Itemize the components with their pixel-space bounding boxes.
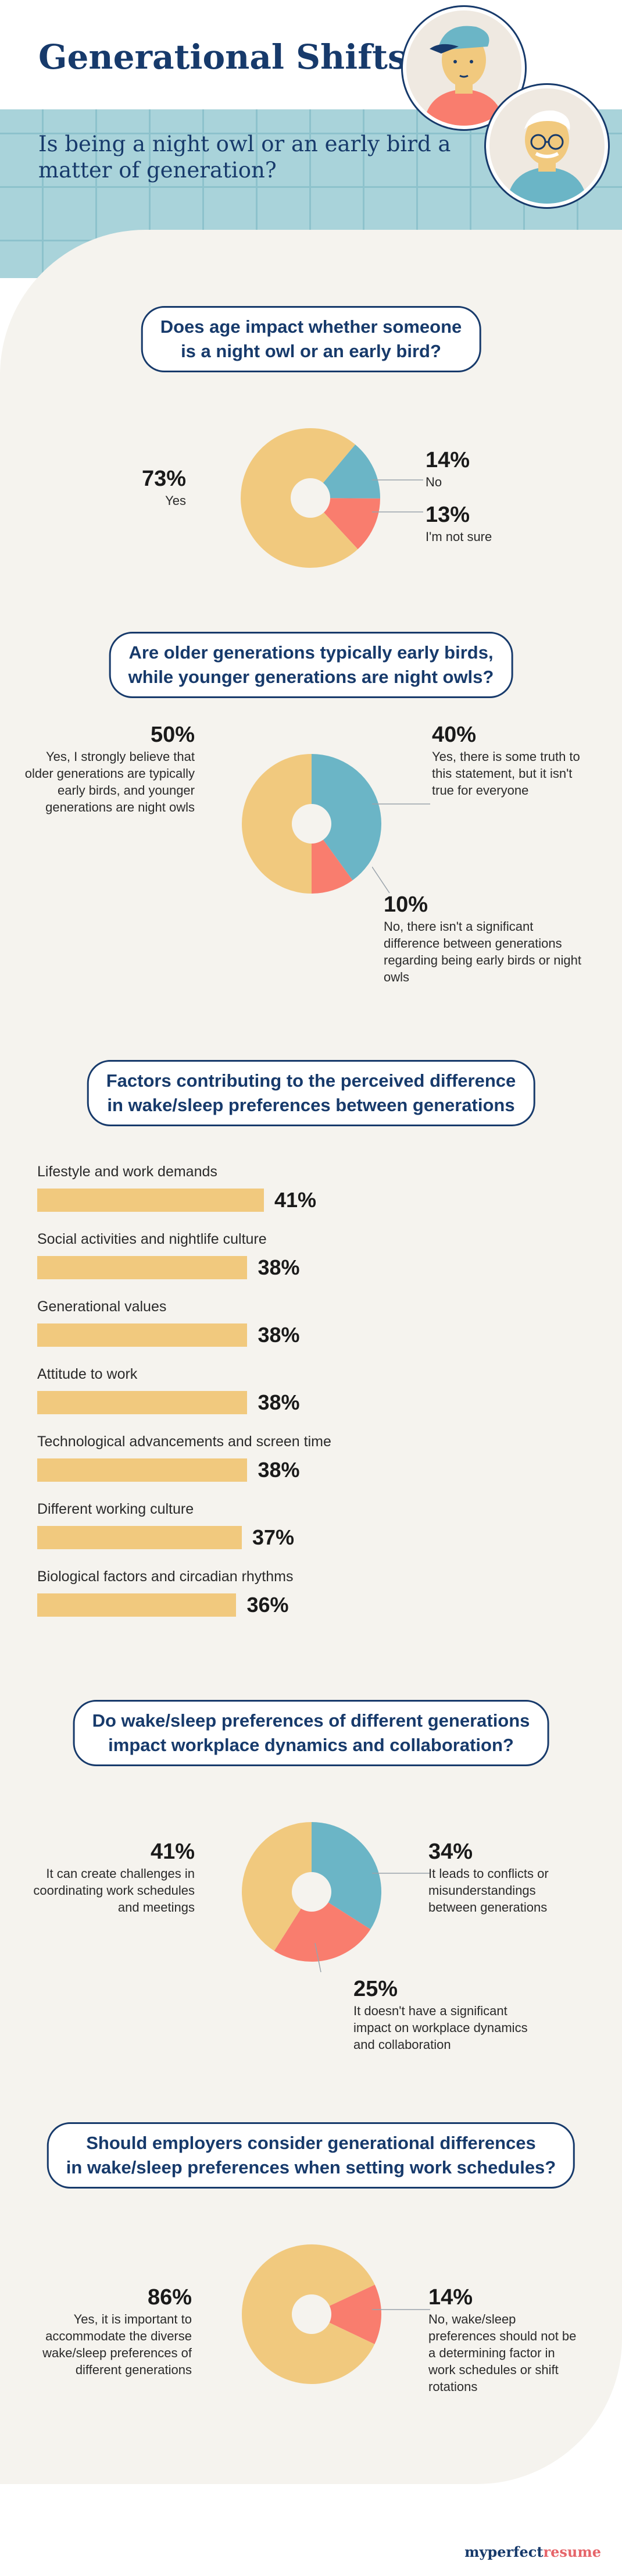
pie4-slice-2 <box>274 1892 371 1962</box>
pie1-label-no: 14% No <box>426 447 577 490</box>
bar-row-1: Lifestyle and work demands 41% <box>37 1162 444 1212</box>
bar-row-7: Biological factors and circadian rhythms… <box>37 1567 444 1617</box>
bar-row-5: Technological advancements and screen ti… <box>37 1432 444 1482</box>
pie1-label-yes: 73% Yes <box>70 465 186 509</box>
bar-1 <box>37 1189 264 1212</box>
old-person-avatar <box>486 85 608 207</box>
bar-label-6: Different working culture <box>37 1501 194 1517</box>
pie2-center-hole <box>292 804 331 844</box>
pie4-center-hole <box>292 1872 331 1912</box>
young-person-avatar <box>403 7 525 129</box>
pie1-center-hole <box>291 478 330 518</box>
pie1-slice-2 <box>310 498 380 550</box>
bar-value-5: 38% <box>258 1458 300 1482</box>
bar-label-1: Lifestyle and work demands <box>37 1164 217 1180</box>
question-3: Factors contributing to the perceived di… <box>87 1060 535 1126</box>
pie2-value-no-difference: 10% <box>384 892 428 917</box>
bar-label-4: Attitude to work <box>37 1366 138 1382</box>
bar-label-5: Technological advancements and screen ti… <box>37 1433 331 1450</box>
pie1-value-yes: 73% <box>141 467 186 491</box>
pie1-slice-1 <box>310 444 380 499</box>
page-subtitle: Is being a night owl or an early bird a … <box>38 131 451 183</box>
pie1-value-not-sure: 13% <box>426 503 470 527</box>
pie5-label-no: 14% No, wake/sleep preferences should not… <box>428 2284 585 2395</box>
bar-value-1: 41% <box>274 1188 317 1212</box>
question-2: Are older generations typically early bi… <box>109 632 513 698</box>
pie2-label-strongly-yes: 50% Yes, I strongly believe that older ge… <box>23 721 195 816</box>
bar-row-3: Generational values 38% <box>37 1297 444 1347</box>
question-5: Should employers consider generational d… <box>47 2122 575 2189</box>
pie2-label-no-difference: 10% No, there isn't a significant differe… <box>384 892 581 984</box>
pie1-label-not-sure: 13% I'm not sure <box>426 501 577 545</box>
pie-chart-2 <box>242 754 382 894</box>
bar-4 <box>37 1391 248 1414</box>
bar-row-2: Social activities and nightlife culture 3… <box>37 1230 444 1280</box>
pie5-center-hole <box>292 2294 331 2334</box>
bar-label-2: Social activities and nightlife culture <box>37 1231 267 1247</box>
pie2-slice-1 <box>312 754 382 881</box>
page-title: Generational Shifts <box>38 37 407 77</box>
pie-chart-5 <box>242 2244 381 2384</box>
pie4-value-challenges: 41% <box>150 1840 195 1864</box>
bar-2 <box>37 1256 248 1279</box>
pie4-slice-1 <box>312 1822 381 1930</box>
pie1-value-no: 14% <box>426 448 470 472</box>
pie4-label-conflicts: 34% It leads to conflicts or misunderstan… <box>428 1838 580 1916</box>
bar-value-3: 38% <box>258 1323 300 1347</box>
pie2-value-strongly-yes: 50% <box>150 723 195 747</box>
bar-6 <box>37 1526 242 1549</box>
pie5-slice-1 <box>312 2285 381 2344</box>
pie4-value-conflicts: 34% <box>428 1840 473 1864</box>
pie-chart-4 <box>241 1822 381 1962</box>
pie-chart-1 <box>241 428 380 568</box>
pie2-label-some-truth: 40% Yes, there is some truth to this stat… <box>432 721 598 799</box>
question-4: Do wake/sleep preferences of different g… <box>73 1700 549 1766</box>
bar-5 <box>37 1458 248 1482</box>
pie5-label-yes: 86% Yes, it is important to accommodate t… <box>41 2284 192 2378</box>
pie5-value-yes: 86% <box>147 2285 192 2310</box>
content-panel <box>0 230 622 2484</box>
bar-7 <box>37 1593 237 1617</box>
pie4-value-no-impact: 25% <box>353 1977 398 2001</box>
pie2-slice-3 <box>242 754 312 894</box>
bar-row-6: Different working culture 37% <box>37 1500 444 1550</box>
bar-3 <box>37 1323 248 1347</box>
bar-value-4: 38% <box>258 1390 300 1414</box>
bar-label-7: Biological factors and circadian rhythms <box>37 1568 294 1585</box>
bar-label-3: Generational values <box>37 1298 167 1315</box>
pie4-slice-3 <box>241 1822 312 1951</box>
bar-value-2: 38% <box>258 1255 300 1279</box>
pie4-label-challenges: 41% It can create challenges in coordinat… <box>29 1838 195 1916</box>
bar-value-6: 37% <box>252 1525 294 1549</box>
bar-row-4: Attitude to work 38% <box>37 1365 444 1415</box>
pie2-value-some-truth: 40% <box>432 723 477 747</box>
bar-value-7: 36% <box>246 1593 289 1617</box>
brand-logo[interactable]: myperfectresume <box>464 2543 601 2560</box>
pie2-slice-2 <box>312 824 353 894</box>
question-1: Does age impact whether someone is a nigh… <box>141 306 481 372</box>
pie5-value-no: 14% <box>428 2285 473 2310</box>
pie4-label-no-impact: 25% It doesn't have a significant impact … <box>353 1976 545 2053</box>
